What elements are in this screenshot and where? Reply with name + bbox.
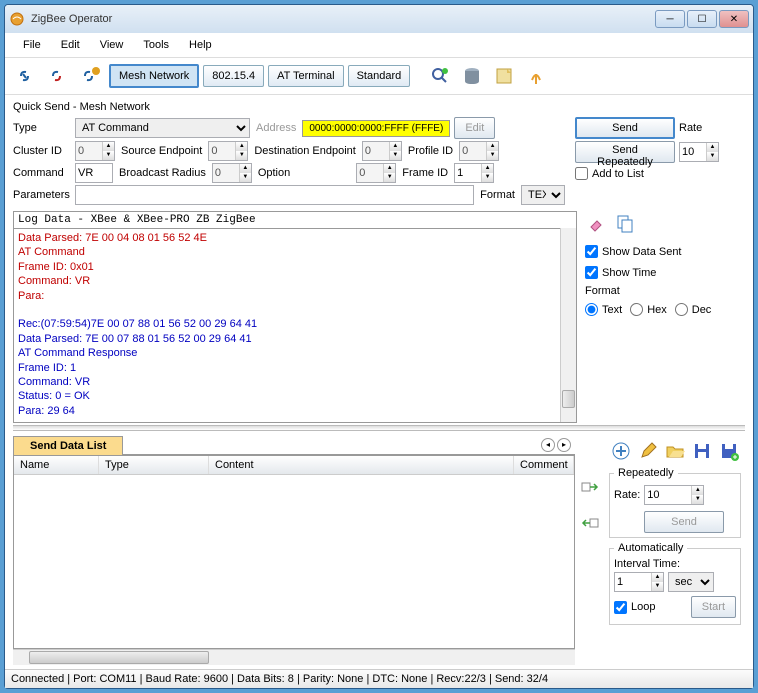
log-scrollbar[interactable] — [560, 228, 576, 422]
auto-legend: Automatically — [614, 542, 687, 554]
menu-file[interactable]: File — [13, 35, 51, 55]
rate-label: Rate — [679, 122, 702, 134]
log-header: Log Data - XBee & XBee-PRO ZB ZigBee — [14, 212, 576, 228]
loop-label: Loop — [631, 601, 655, 613]
source-endpoint-input[interactable]: ▲▼ — [208, 141, 248, 161]
close-button[interactable]: ✕ — [719, 10, 749, 28]
format-label: Format — [478, 189, 517, 201]
dest-endpoint-label: Destination Endpoint — [252, 145, 358, 157]
menubar: File Edit View Tools Help — [5, 33, 753, 58]
save-icon[interactable] — [691, 439, 714, 463]
rep-send-button[interactable]: Send — [644, 511, 724, 533]
show-time-label: Show Time — [602, 267, 656, 279]
link-icon[interactable] — [13, 62, 41, 90]
add-to-list-label: Add to List — [592, 168, 644, 180]
menu-tools[interactable]: Tools — [133, 35, 179, 55]
copy-icon[interactable] — [613, 211, 637, 235]
database-icon[interactable] — [458, 62, 486, 90]
nav-prev-icon[interactable]: ◂ — [541, 438, 555, 452]
move-left-icon[interactable] — [578, 511, 602, 535]
col-type[interactable]: Type — [99, 456, 209, 474]
loop-checkbox[interactable] — [614, 601, 627, 614]
log-format-label: Format — [585, 285, 745, 297]
app-icon — [9, 11, 25, 27]
maximize-button[interactable]: ☐ — [687, 10, 717, 28]
frameid-label: Frame ID — [400, 167, 450, 179]
rep-rate-input[interactable]: ▲▼ — [644, 485, 704, 505]
dest-endpoint-input[interactable]: ▲▼ — [362, 141, 402, 161]
tab-802154[interactable]: 802.15.4 — [203, 65, 264, 87]
nav-next-icon[interactable]: ▸ — [557, 438, 571, 452]
menu-view[interactable]: View — [90, 35, 134, 55]
format-dec-radio[interactable] — [675, 303, 688, 316]
profileid-input[interactable]: ▲▼ — [459, 141, 499, 161]
broadcast-input[interactable]: ▲▼ — [212, 163, 252, 183]
tab-standard[interactable]: Standard — [348, 65, 411, 87]
show-time-checkbox[interactable] — [585, 266, 598, 279]
interval-input[interactable]: ▲▼ — [614, 572, 664, 592]
refresh-link-icon[interactable] — [77, 62, 105, 90]
repeatedly-legend: Repeatedly — [614, 467, 678, 479]
parameters-input[interactable] — [75, 185, 474, 205]
frameid-input[interactable]: ▲▼ — [454, 163, 494, 183]
address-value: 0000:0000:0000:FFFF (FFFE) — [302, 120, 450, 137]
interval-unit-select[interactable]: sec — [668, 572, 714, 592]
tab-mesh-network[interactable]: Mesh Network — [109, 64, 199, 88]
address-label: Address — [254, 122, 298, 134]
grid-hscroll[interactable] — [13, 649, 575, 665]
main-toolbar: Mesh Network 802.15.4 AT Terminal Standa… — [5, 58, 753, 95]
minimize-button[interactable]: ─ — [655, 10, 685, 28]
add-icon[interactable] — [609, 439, 632, 463]
antenna-icon[interactable] — [522, 62, 550, 90]
col-content[interactable]: Content — [209, 456, 514, 474]
open-icon[interactable] — [663, 439, 686, 463]
note-icon[interactable] — [490, 62, 518, 90]
source-endpoint-label: Source Endpoint — [119, 145, 204, 157]
edit-icon[interactable] — [636, 439, 659, 463]
data-list-grid[interactable]: Name Type Content Comment — [13, 455, 575, 649]
search-icon[interactable] — [426, 62, 454, 90]
profileid-label: Profile ID — [406, 145, 455, 157]
col-comment[interactable]: Comment — [514, 456, 574, 474]
interval-label: Interval Time: — [614, 558, 736, 570]
parameters-label: Parameters — [13, 189, 71, 201]
move-right-icon[interactable] — [578, 475, 602, 499]
command-input[interactable] — [75, 163, 113, 183]
splitter[interactable] — [13, 425, 745, 431]
option-input[interactable]: ▲▼ — [356, 163, 396, 183]
tab-at-terminal[interactable]: AT Terminal — [268, 65, 343, 87]
unlink-icon[interactable] — [45, 62, 73, 90]
show-data-sent-label: Show Data Sent — [602, 246, 682, 258]
rep-rate-label: Rate: — [614, 489, 640, 501]
send-data-list-tab[interactable]: Send Data List — [13, 436, 123, 455]
clusterid-input[interactable]: ▲▼ — [75, 141, 115, 161]
save-as-icon[interactable] — [718, 439, 741, 463]
type-label: Type — [13, 122, 71, 134]
log-body[interactable]: Data Parsed: 7E 00 04 08 01 56 52 4E AT … — [14, 228, 560, 422]
option-label: Option — [256, 167, 292, 179]
show-data-sent-checkbox[interactable] — [585, 245, 598, 258]
rate-input[interactable]: ▲▼ — [679, 142, 719, 162]
start-button[interactable]: Start — [691, 596, 736, 618]
col-name[interactable]: Name — [14, 456, 99, 474]
eraser-icon[interactable] — [585, 211, 609, 235]
menu-help[interactable]: Help — [179, 35, 222, 55]
command-label: Command — [13, 167, 71, 179]
edit-button[interactable]: Edit — [454, 117, 495, 139]
format-text-radio[interactable] — [585, 303, 598, 316]
quick-send-label: Quick Send - Mesh Network — [13, 99, 745, 115]
status-bar: Connected | Port: COM11 | Baud Rate: 960… — [5, 669, 753, 688]
format-select[interactable]: TEXT — [521, 185, 565, 205]
titlebar: ZigBee Operator ─ ☐ ✕ — [5, 5, 753, 33]
add-to-list-checkbox[interactable] — [575, 167, 588, 180]
format-hex-radio[interactable] — [630, 303, 643, 316]
clusterid-label: Cluster ID — [13, 145, 71, 157]
broadcast-label: Broadcast Radius — [117, 167, 208, 179]
send-button[interactable]: Send — [575, 117, 675, 139]
window-title: ZigBee Operator — [31, 13, 655, 25]
menu-edit[interactable]: Edit — [51, 35, 90, 55]
type-select[interactable]: AT Command — [75, 118, 250, 138]
send-repeatedly-button[interactable]: Send Repeatedly — [575, 141, 675, 163]
